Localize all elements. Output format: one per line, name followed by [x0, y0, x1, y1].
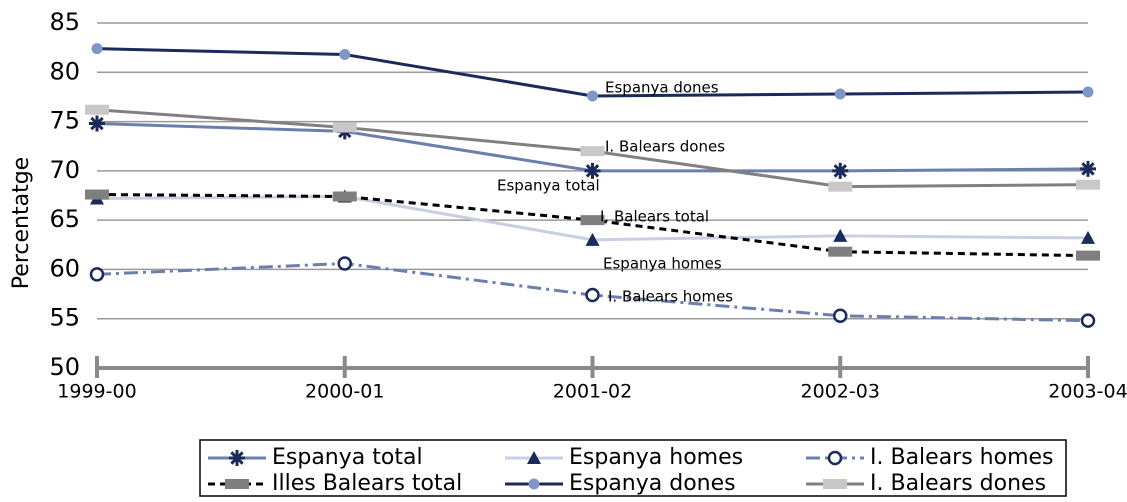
legend-label: I. Balears dones — [870, 471, 1046, 496]
legend-box — [199, 439, 1067, 497]
marker — [1076, 250, 1100, 261]
x-tick-label: 2001-02 — [553, 381, 632, 403]
marker — [584, 162, 601, 179]
marker — [834, 88, 846, 100]
legend-marker — [527, 451, 541, 464]
x-tick-label: 2000-01 — [305, 381, 384, 403]
marker — [1081, 230, 1095, 244]
annotation: Espanya dones — [605, 79, 719, 97]
legend-marker — [827, 450, 843, 466]
legend-marker — [823, 479, 847, 489]
marker — [332, 122, 357, 133]
legend-marker — [229, 450, 245, 466]
marker — [833, 228, 848, 242]
legend-marker — [528, 478, 540, 490]
marker — [1082, 86, 1094, 98]
y-axis-label: Percentatge — [9, 157, 34, 289]
legend-label: I. Balears homes — [870, 445, 1054, 470]
marker — [89, 267, 105, 282]
legend-item: I. Balears homes — [806, 445, 1054, 470]
legend-label: Espanya total — [272, 445, 423, 470]
marker — [580, 146, 605, 157]
marker — [337, 256, 352, 271]
marker — [1080, 160, 1096, 177]
y-tick-label: 65 — [49, 205, 80, 233]
marker — [332, 191, 357, 202]
x-tick-label: 1999-00 — [57, 381, 136, 403]
y-tick-label: 50 — [49, 353, 80, 381]
marker — [91, 43, 103, 55]
marker — [1076, 179, 1100, 190]
marker — [1080, 313, 1096, 328]
marker — [828, 181, 853, 192]
legend-label: Espanya dones — [569, 471, 736, 496]
legend-item: I. Balears dones — [806, 471, 1046, 496]
annotation: I. Balears dones — [605, 138, 725, 156]
annotation: Espanya total — [497, 177, 600, 195]
legend-label: Illes Balears total — [272, 471, 462, 496]
marker — [585, 287, 600, 303]
legend-item: Espanya dones — [505, 471, 736, 496]
annotation: Espanya homes — [603, 255, 722, 273]
annotation: I. Balears homes — [608, 288, 733, 306]
legend-item: Illes Balears total — [208, 471, 462, 496]
marker — [832, 162, 849, 179]
y-tick-label: 55 — [49, 304, 80, 332]
legend-marker — [225, 479, 249, 489]
marker — [89, 115, 105, 132]
marker — [587, 90, 598, 102]
y-tick-label: 60 — [49, 254, 80, 282]
y-tick-label: 70 — [49, 156, 80, 184]
marker — [85, 104, 109, 115]
marker — [339, 49, 351, 61]
x-tick-label: 2002-03 — [801, 381, 880, 403]
annotation: I. Balears total — [600, 208, 709, 226]
y-tick-label: 75 — [49, 107, 80, 135]
y-tick-label: 85 — [49, 8, 80, 36]
legend-item: Espanya homes — [505, 445, 743, 470]
x-tick-label: 2003-04 — [1048, 381, 1127, 403]
marker — [85, 189, 109, 200]
y-tick-label: 80 — [49, 57, 80, 85]
marker — [580, 215, 605, 226]
marker — [833, 308, 848, 324]
legend-label: Espanya homes — [569, 445, 743, 470]
marker — [585, 232, 600, 246]
marker — [828, 246, 853, 257]
legend-item: Espanya total — [208, 445, 423, 470]
